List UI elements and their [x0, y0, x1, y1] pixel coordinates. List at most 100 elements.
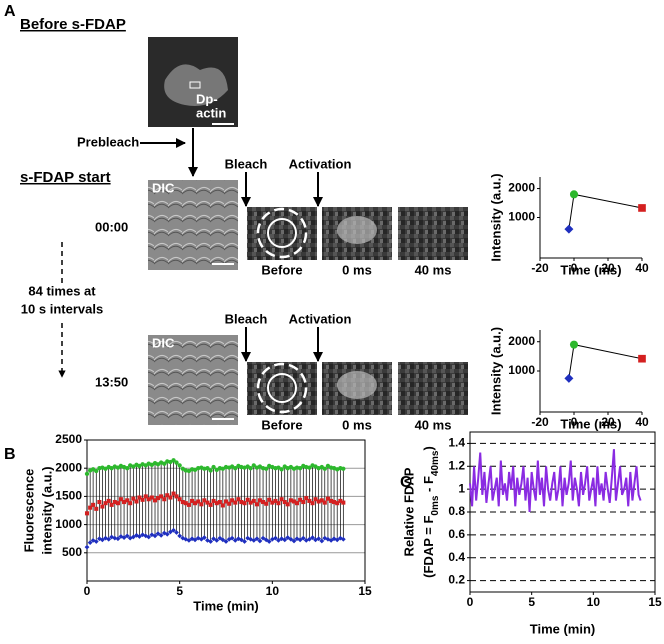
- frame-label: 40 ms: [415, 262, 452, 277]
- point: [288, 536, 294, 542]
- point: [118, 497, 123, 502]
- point: [227, 501, 232, 506]
- activation-ring: [267, 373, 297, 403]
- point: [208, 539, 214, 544]
- label-bg: [4, 283, 124, 319]
- point: [316, 536, 322, 542]
- point: [307, 465, 312, 470]
- point: [171, 491, 176, 496]
- y-tick-label: 1000: [508, 363, 535, 377]
- frame-label: 0 ms: [342, 417, 372, 432]
- point: [301, 500, 306, 505]
- point: [162, 461, 167, 466]
- point: [236, 497, 241, 502]
- point: [180, 500, 185, 505]
- point: [313, 497, 318, 502]
- point: [174, 494, 179, 499]
- x-tick-label: 10: [266, 584, 280, 598]
- point: [137, 534, 142, 539]
- point: [238, 537, 244, 543]
- point: [264, 501, 269, 506]
- x-tick-label: -20: [531, 415, 549, 429]
- point: [109, 534, 115, 540]
- point: [177, 463, 182, 468]
- point: [310, 535, 315, 540]
- point: [149, 495, 154, 500]
- x-tick-label: 0: [84, 584, 91, 598]
- point: [338, 498, 343, 503]
- point: [94, 506, 99, 511]
- point: [564, 224, 574, 234]
- y-tick-label: 0.8: [448, 504, 465, 518]
- point: [270, 500, 275, 505]
- point: [134, 532, 139, 538]
- point: [285, 535, 291, 540]
- y-axis-label: Relative FDAP: [401, 467, 416, 556]
- point: [121, 535, 127, 540]
- point: [282, 500, 287, 505]
- time-label: 13:50: [95, 374, 128, 389]
- point: [158, 532, 164, 538]
- x-tick-label: 15: [358, 584, 372, 598]
- point: [232, 537, 238, 543]
- point: [230, 498, 235, 503]
- y-tick-label: 0.2: [448, 573, 465, 587]
- point: [288, 498, 293, 503]
- point: [106, 498, 111, 503]
- point: [93, 539, 99, 544]
- point: [329, 498, 334, 503]
- formula-part: 40ms: [430, 450, 441, 476]
- point: [214, 501, 219, 506]
- point: [88, 505, 93, 510]
- point: [217, 500, 222, 505]
- point: [84, 511, 90, 516]
- point: [103, 535, 108, 541]
- point: [201, 535, 207, 540]
- point: [298, 497, 303, 502]
- roi: [189, 81, 201, 89]
- point: [161, 530, 167, 536]
- point: [297, 466, 303, 471]
- y-tick-label: 1: [458, 481, 465, 495]
- point: [174, 460, 179, 465]
- point: [208, 502, 213, 507]
- point: [109, 502, 114, 507]
- point: [214, 537, 220, 543]
- point: [152, 533, 158, 539]
- point: [186, 537, 192, 543]
- frame-label: Before: [261, 262, 302, 277]
- formula-part: 0ms: [430, 495, 441, 515]
- point: [199, 502, 204, 507]
- cell: [164, 64, 228, 106]
- point: [307, 536, 312, 542]
- point: [242, 501, 247, 506]
- point: [233, 466, 238, 471]
- point: [140, 497, 145, 502]
- point: [313, 537, 318, 543]
- point: [285, 502, 290, 507]
- point: [294, 501, 300, 506]
- point: [257, 498, 262, 503]
- point: [183, 501, 188, 506]
- point: [279, 467, 284, 472]
- point: [84, 471, 90, 476]
- point: [319, 538, 325, 544]
- line: [469, 449, 642, 513]
- point: [91, 502, 96, 507]
- panel-label: A: [4, 3, 16, 20]
- point: [211, 536, 216, 542]
- formula-part: (FDAP = F: [421, 516, 436, 578]
- point: [569, 340, 579, 349]
- y-tick-label: 2000: [508, 181, 535, 195]
- point: [341, 500, 346, 505]
- activation-label: Activation: [289, 156, 352, 171]
- point: [196, 499, 201, 504]
- point: [164, 531, 170, 537]
- point: [195, 535, 201, 541]
- x-tick-label: 10: [587, 595, 601, 609]
- point: [334, 537, 340, 543]
- point: [125, 498, 130, 503]
- point: [322, 466, 327, 471]
- activation-ring: [267, 218, 297, 248]
